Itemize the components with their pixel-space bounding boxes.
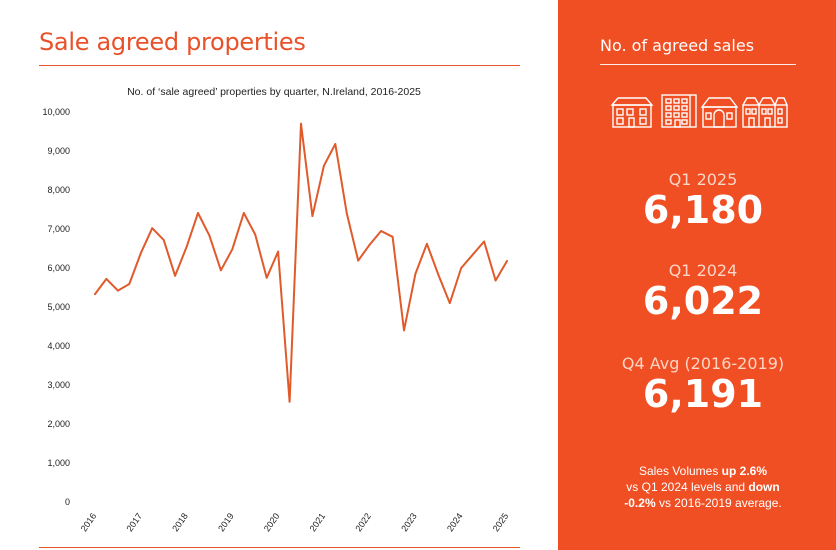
y-tick-label: 8,000: [47, 185, 70, 195]
y-tick-label: 10,000: [42, 107, 70, 117]
x-tick-label: 2025: [491, 511, 511, 533]
summary-bold-1: up 2.6%: [721, 464, 768, 478]
series-line: [94, 122, 508, 403]
summary-text-2: vs Q1 2024 levels and: [626, 480, 749, 494]
bottom-divider: [39, 547, 520, 548]
data-point: [254, 233, 257, 236]
data-point: [94, 293, 96, 296]
x-tick-label: 2020: [262, 511, 282, 533]
x-tick-label: 2016: [79, 511, 99, 533]
houses-icon: [610, 94, 788, 128]
y-tick-label: 7,000: [47, 224, 70, 234]
chart-section: Sale agreed properties No. of ‘sale agre…: [39, 28, 520, 548]
x-tick-label: 2019: [216, 511, 236, 533]
data-point: [197, 212, 199, 214]
chart-title: No. of ‘sale agreed’ properties by quart…: [127, 86, 421, 98]
x-tick-label: 2018: [170, 511, 190, 533]
data-point: [403, 329, 405, 332]
data-point: [128, 283, 131, 285]
data-point: [105, 278, 108, 280]
data-point: [391, 235, 394, 238]
y-tick-label: 2,000: [47, 419, 70, 429]
summary-text-3: vs 2016-2019 average.: [655, 496, 782, 510]
data-point: [448, 302, 451, 304]
panel-title: No. of agreed sales: [600, 36, 755, 55]
stat-label-q1-2024: Q1 2024: [668, 261, 738, 280]
data-point: [231, 248, 234, 251]
x-tick-label: 2022: [353, 511, 373, 533]
data-point: [357, 259, 360, 262]
data-point: [162, 239, 165, 241]
data-point: [483, 240, 486, 243]
data-point: [288, 400, 291, 403]
summary-panel: No. of agreed sales: [558, 0, 836, 550]
y-tick-label: 1,000: [47, 458, 70, 468]
data-point: [311, 215, 314, 218]
data-point: [368, 243, 371, 246]
data-point: [460, 267, 463, 269]
summary-text-1: Sales Volumes: [638, 464, 722, 478]
data-point: [380, 230, 383, 232]
data-point: [174, 274, 177, 277]
line-chart: 0 1,000 2,000 3,000 4,000 5,000 6,000 7,000 8,00…: [42, 107, 511, 533]
data-point: [300, 122, 302, 125]
data-point: [208, 234, 211, 237]
title-divider: [39, 65, 520, 66]
y-tick-label: 9,000: [47, 146, 70, 156]
x-tick-label: 2024: [445, 511, 465, 533]
data-point: [242, 212, 245, 214]
data-point: [334, 143, 337, 145]
summary-bold-2: down: [748, 480, 780, 494]
stat-value-q4-avg: 6,191: [642, 372, 764, 416]
summary-bold-3: -0.2%: [624, 496, 656, 510]
y-tick-label: 5,000: [47, 302, 70, 312]
stat-label-q1-2025: Q1 2025: [668, 170, 738, 189]
data-point: [116, 289, 119, 292]
x-tick-label: 2021: [308, 511, 328, 533]
data-point: [219, 269, 222, 272]
y-tick-label: 6,000: [47, 263, 70, 273]
data-point: [185, 246, 188, 248]
data-point: [425, 242, 428, 245]
stat-value-q1-2025: 6,180: [642, 188, 764, 232]
data-point: [494, 279, 497, 282]
data-point: [139, 252, 142, 255]
data-point: [471, 253, 474, 256]
data-point: [414, 272, 417, 275]
data-point: [322, 164, 325, 167]
data-point: [277, 250, 280, 253]
x-tick-label: 2023: [399, 511, 419, 533]
page-title: Sale agreed properties: [39, 28, 306, 56]
data-point: [506, 260, 508, 262]
summary-text: Sales Volumes up 2.6% vs Q1 2024 levels …: [588, 463, 818, 511]
x-tick-label: 2017: [124, 511, 144, 533]
panel-divider: [600, 64, 796, 65]
data-point: [437, 273, 440, 276]
data-point: [151, 227, 154, 230]
data-point: [265, 276, 268, 279]
data-point: [345, 212, 348, 215]
stat-value-q1-2024: 6,022: [642, 279, 764, 323]
y-tick-label: 0: [65, 497, 70, 507]
y-tick-label: 3,000: [47, 380, 70, 390]
stat-label-q4-avg: Q4 Avg (2016-2019): [621, 354, 785, 373]
y-tick-label: 4,000: [47, 341, 70, 351]
